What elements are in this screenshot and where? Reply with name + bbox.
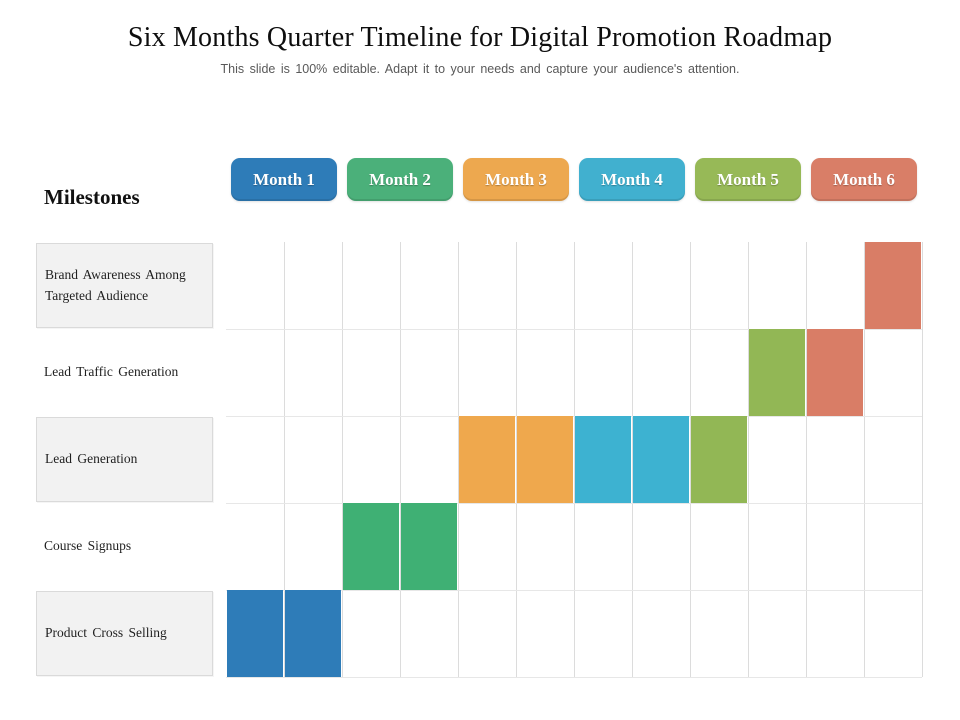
slide-title: Six Months Quarter Timeline for Digital … (127, 22, 833, 53)
month-button-3[interactable]: Month 3 (463, 158, 569, 201)
milestone-label-row: Brand Awareness Among Targeted Audience (36, 243, 213, 328)
milestone-label-row: Course Signups (36, 504, 213, 589)
grid-vline (458, 242, 459, 677)
gantt-segment (285, 590, 341, 677)
month-button-label: Month 5 (717, 169, 779, 189)
milestone-label-row: Product Cross Selling (36, 591, 213, 676)
month-button-5[interactable]: Month 5 (695, 158, 801, 201)
milestone-label: Product Cross Selling (45, 625, 167, 641)
grid-hline (226, 503, 922, 504)
grid-vline (864, 242, 865, 677)
gantt-segment (343, 503, 399, 590)
grid-vline (574, 242, 575, 677)
grid-vline (632, 242, 633, 677)
grid-hline (226, 329, 922, 330)
gantt-segment (807, 329, 863, 416)
gantt-segment (401, 503, 457, 590)
gantt-segment (227, 590, 283, 677)
month-button-1[interactable]: Month 1 (231, 158, 337, 201)
month-button-label: Month 4 (601, 169, 663, 189)
grid-vline (516, 242, 517, 677)
gantt-segment (459, 416, 515, 503)
milestones-heading: Milestones (44, 185, 140, 209)
grid-hline (226, 590, 922, 591)
grid-vline (400, 242, 401, 677)
grid-vline (806, 242, 807, 677)
gantt-segment (691, 416, 747, 503)
month-button-label: Month 2 (369, 169, 431, 189)
grid-vline (690, 242, 691, 677)
milestone-label: Brand Awareness Among Targeted Audience (45, 266, 186, 303)
grid-hline (226, 677, 922, 678)
month-button-2[interactable]: Month 2 (347, 158, 453, 201)
month-button-label: Month 3 (485, 169, 547, 189)
grid-vline (922, 242, 923, 677)
gantt-segment (865, 242, 921, 329)
milestone-label-row: Lead Generation (36, 417, 213, 502)
grid-vline (748, 242, 749, 677)
slide-subtitle: This slide is 100% editable. Adapt it to… (220, 62, 740, 76)
milestone-label: Lead Traffic Generation (44, 364, 179, 380)
milestone-label: Lead Generation (45, 451, 138, 467)
gantt-segment (517, 416, 573, 503)
grid-vline (342, 242, 343, 677)
month-button-label: Month 6 (833, 169, 895, 189)
milestone-label: Course Signups (44, 538, 132, 554)
gantt-segment (633, 416, 689, 503)
month-button-6[interactable]: Month 6 (811, 158, 917, 201)
gantt-segment (749, 329, 805, 416)
timeline-grid (226, 242, 923, 678)
grid-vline (284, 242, 285, 677)
milestone-label-row: Lead Traffic Generation (36, 330, 213, 415)
grid-hline (226, 416, 922, 417)
month-button-label: Month 1 (253, 169, 315, 189)
gantt-segment (575, 416, 631, 503)
month-button-4[interactable]: Month 4 (579, 158, 685, 201)
